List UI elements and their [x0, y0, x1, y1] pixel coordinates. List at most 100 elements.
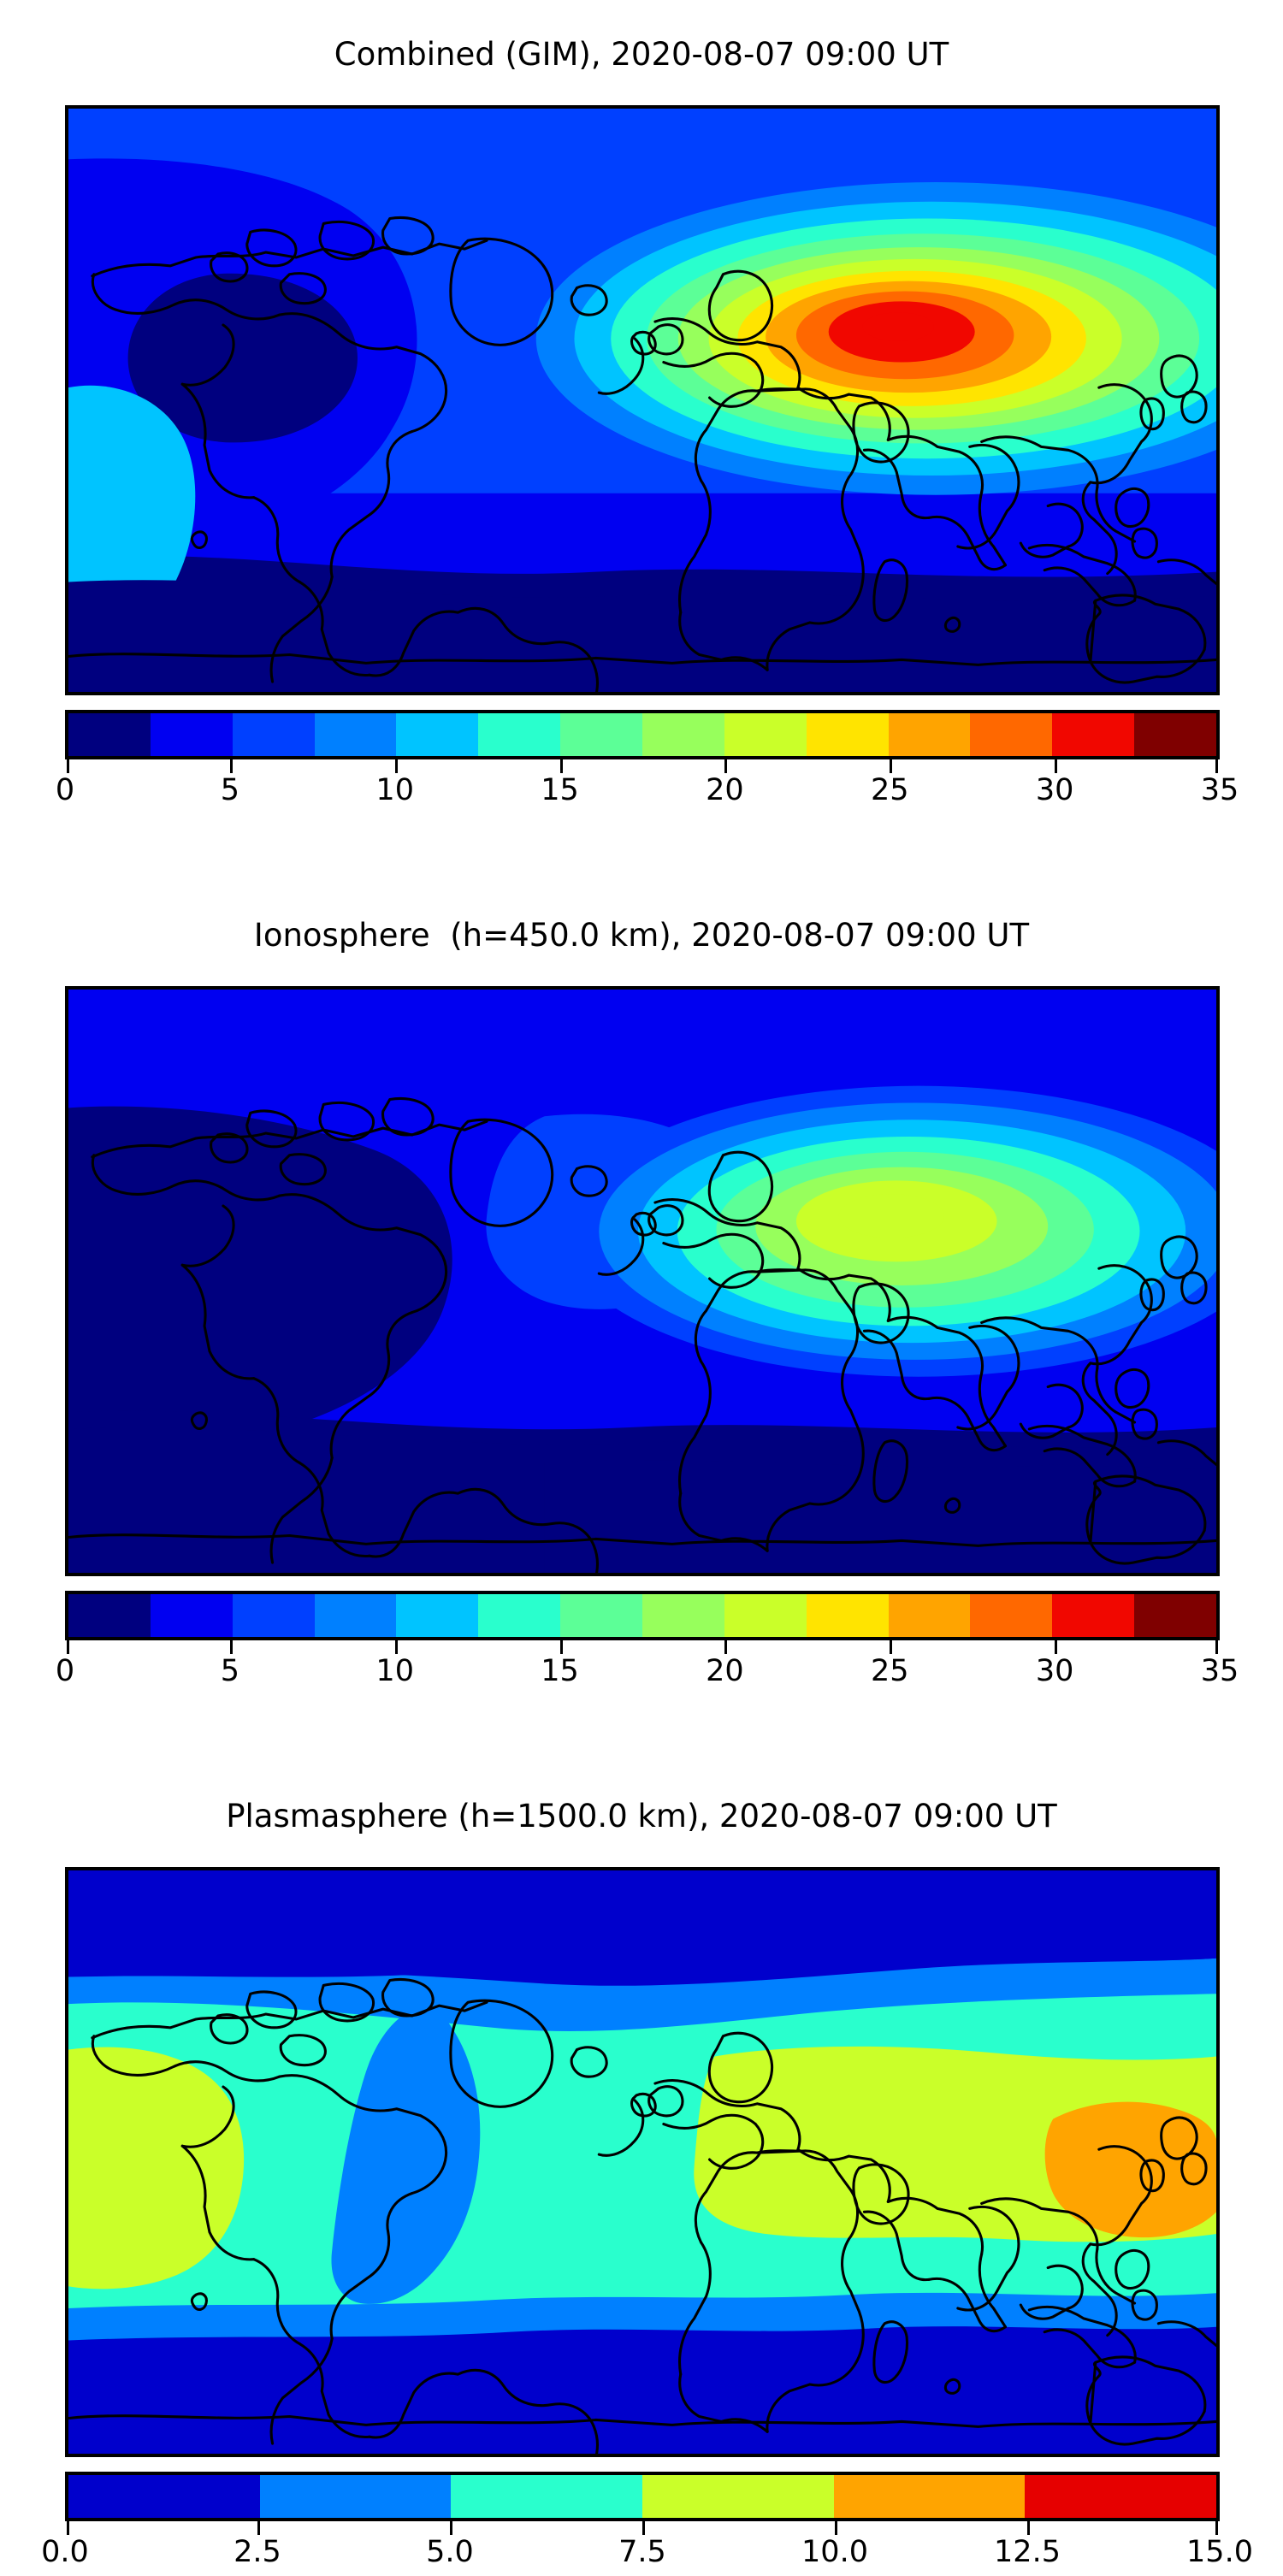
panel-title-combined: Combined (GIM), 2020-08-07 09:00 UT — [334, 36, 949, 73]
colorbar-band-4 — [833, 2475, 1026, 2518]
colorbar-labels-ionosphere: 0 5 10 15 20 25 30 35 — [56, 1654, 1239, 1695]
colorbar-band-6 — [560, 713, 643, 756]
colorbar-tick-5 — [890, 759, 893, 773]
colorbar-strip-combined — [65, 710, 1220, 759]
colorbar-labels-plasmasphere: 0.0 2.5 5.0 7.5 10.0 12.5 15.0 — [41, 2535, 1253, 2576]
contour-fill-plasmasphere — [68, 1870, 1216, 2454]
colorbar-band-0 — [68, 713, 151, 756]
colorbar-labels-combined: 0 5 10 15 20 25 30 35 — [56, 773, 1239, 814]
colorbar-label-1: 5 — [220, 1654, 239, 1688]
colorbar-tick-2 — [450, 2521, 452, 2535]
colorbar-band-5 — [1025, 2475, 1216, 2518]
colorbar-band-2 — [232, 713, 315, 756]
colorbar-tick-6 — [1055, 759, 1058, 773]
contour-fill-ionosphere — [68, 990, 1216, 1573]
colorbar-tick-3 — [642, 2521, 645, 2535]
map-plasmasphere — [65, 1867, 1220, 2457]
colorbar-band-11 — [970, 1594, 1053, 1637]
colorbar-label-2: 10 — [375, 1654, 414, 1688]
colorbar-tick-0 — [67, 2521, 69, 2535]
colorbar-band-9 — [806, 713, 889, 756]
colorbar-tick-3 — [559, 1640, 563, 1654]
colorbar-band-7 — [642, 713, 724, 756]
anomaly-crest-ionosphere — [561, 1085, 1216, 1377]
colorbar-label-3: 7.5 — [618, 2535, 666, 2569]
colorbar-band-10 — [888, 1594, 971, 1637]
colorbar-tick-2 — [394, 759, 398, 773]
colorbar-band-1 — [259, 2475, 452, 2518]
colorbar-tick-7 — [1215, 1640, 1218, 1654]
colorbar-label-4: 20 — [706, 773, 744, 807]
panel-title-ionosphere: Ionosphere (h=450.0 km), 2020-08-07 09:0… — [253, 917, 1030, 954]
colorbar-band-4 — [396, 713, 479, 756]
colorbar-band-1 — [150, 1594, 233, 1637]
colorbar-ticks-plasmasphere — [65, 2521, 1220, 2535]
colorbar-tick-2 — [394, 1640, 398, 1654]
colorbar-band-12 — [1052, 1594, 1135, 1637]
colorbar-band-10 — [888, 713, 971, 756]
colorbar-band-11 — [970, 713, 1053, 756]
contour-fill-combined — [68, 109, 1216, 692]
colorbar-label-6: 30 — [1035, 773, 1074, 807]
colorbar-label-1: 5 — [220, 773, 239, 807]
colorbar-ticks-ionosphere — [65, 1640, 1220, 1654]
colorbar-tick-1 — [229, 759, 233, 773]
colorbar-tick-5 — [1027, 2521, 1030, 2535]
colorbar-label-4: 10.0 — [801, 2535, 868, 2569]
colorbar-tick-1 — [229, 1640, 233, 1654]
colorbar-band-13 — [1134, 1594, 1216, 1637]
colorbar-band-0 — [68, 2475, 260, 2518]
colorbar-label-0: 0.0 — [41, 2535, 89, 2569]
colorbar-band-1 — [150, 713, 233, 756]
colorbar-band-0 — [68, 1594, 151, 1637]
map-svg-combined — [68, 109, 1216, 692]
colorbar-band-12 — [1052, 713, 1135, 756]
colorbar-label-3: 15 — [541, 773, 579, 807]
map-svg-ionosphere — [68, 990, 1216, 1573]
colorbar-plasmasphere: 0.0 2.5 5.0 7.5 10.0 12.5 15.0 — [41, 2472, 1253, 2576]
colorbar-tick-4 — [724, 1640, 728, 1654]
colorbar-band-4 — [396, 1594, 479, 1637]
colorbar-label-3: 15 — [541, 1654, 579, 1688]
colorbar-band-6 — [560, 1594, 643, 1637]
colorbar-band-3 — [642, 2475, 834, 2518]
colorbar-label-1: 2.5 — [234, 2535, 281, 2569]
colorbar-label-5: 12.5 — [994, 2535, 1061, 2569]
colorbar-strip-ionosphere — [65, 1591, 1220, 1640]
colorbar-tick-3 — [559, 759, 563, 773]
colorbar-tick-0 — [67, 1640, 69, 1654]
colorbar-band-2 — [451, 2475, 643, 2518]
colorbar-band-5 — [478, 1594, 561, 1637]
colorbar-label-2: 10 — [375, 773, 414, 807]
colorbar-band-2 — [232, 1594, 315, 1637]
colorbar-band-3 — [314, 713, 397, 756]
map-ionosphere — [65, 986, 1220, 1576]
colorbar-band-3 — [314, 1594, 397, 1637]
colorbar-label-0: 0 — [55, 1654, 75, 1688]
colorbar-label-7: 35 — [1200, 1654, 1239, 1688]
colorbar-label-0: 0 — [55, 773, 75, 807]
colorbar-ionosphere: 0 5 10 15 20 25 30 35 — [56, 1591, 1239, 1695]
colorbar-band-5 — [478, 713, 561, 756]
colorbar-band-8 — [724, 1594, 807, 1637]
colorbar-tick-4 — [724, 759, 728, 773]
colorbar-label-7: 35 — [1200, 773, 1239, 807]
coastlines-plasmasphere — [68, 1978, 1216, 2454]
colorbar-label-6: 30 — [1035, 1654, 1074, 1688]
colorbar-band-13 — [1134, 713, 1216, 756]
colorbar-tick-4 — [835, 2521, 837, 2535]
colorbar-label-6: 15.0 — [1186, 2535, 1253, 2569]
coastlines-combined — [68, 216, 1216, 692]
colorbar-tick-6 — [1055, 1640, 1058, 1654]
colorbar-label-2: 5.0 — [426, 2535, 474, 2569]
colorbar-combined: 0 5 10 15 20 25 30 35 — [56, 710, 1239, 814]
map-svg-plasmasphere — [68, 1870, 1216, 2454]
colorbar-tick-1 — [257, 2521, 260, 2535]
colorbar-tick-7 — [1215, 759, 1218, 773]
coastlines-ionosphere — [68, 1097, 1216, 1573]
colorbar-band-7 — [642, 1594, 724, 1637]
colorbar-label-5: 25 — [871, 773, 909, 807]
colorbar-ticks-combined — [65, 759, 1220, 773]
map-combined — [65, 105, 1220, 695]
